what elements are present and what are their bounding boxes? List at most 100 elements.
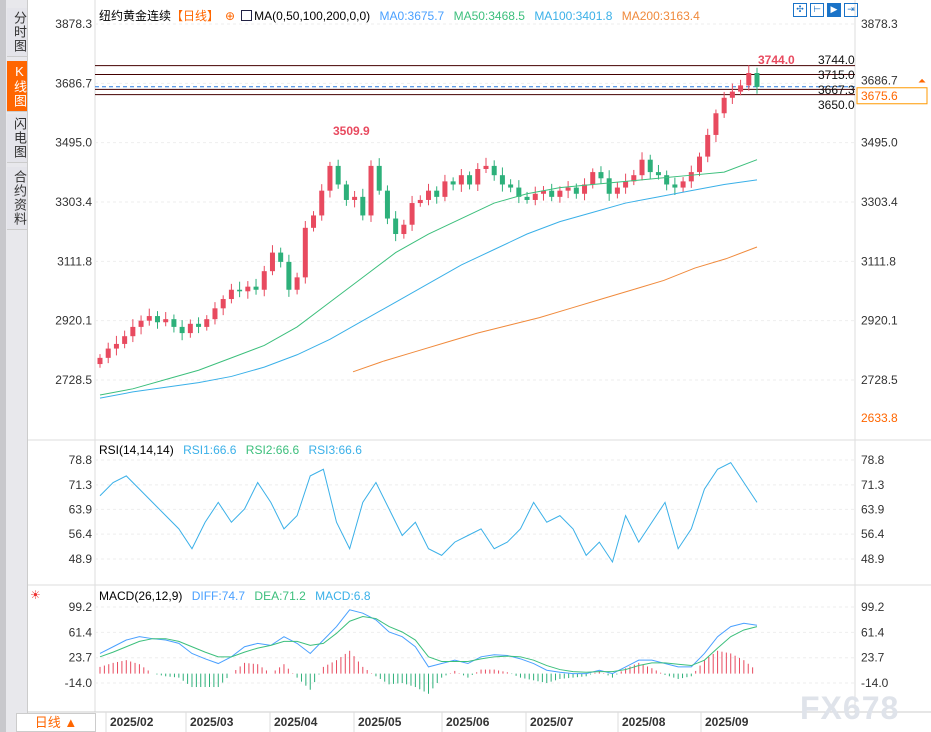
price-tick: 3686.7 xyxy=(55,76,92,90)
rsi-legend: RSI(14,14,14) RSI1:66.6 RSI2:66.6 RSI3:6… xyxy=(99,443,368,457)
macd-value: MACD:6.8 xyxy=(315,589,371,603)
macd-tick: 23.7 xyxy=(69,651,93,665)
price-tick-right: 2728.5 xyxy=(861,373,898,387)
ma200-value: MA200:3163.4 xyxy=(621,9,700,23)
range-icon[interactable]: ⊢ xyxy=(810,3,824,17)
time-label: 2025/05 xyxy=(358,715,402,729)
crosshair-icon[interactable]: ✣ xyxy=(793,3,807,17)
level-label: 3667.3 xyxy=(818,83,855,97)
tab-1[interactable]: K线图 xyxy=(7,61,27,112)
price-tick-right: 2920.1 xyxy=(861,314,898,328)
candle xyxy=(713,113,719,135)
tab-3[interactable]: 合约资料 xyxy=(7,167,27,230)
level-label: 3744.0 xyxy=(818,53,855,67)
candle xyxy=(401,224,407,235)
candle xyxy=(327,165,333,191)
candle xyxy=(549,190,555,197)
candle xyxy=(705,134,711,157)
tab-0[interactable]: 分时图 xyxy=(7,8,27,57)
candle xyxy=(697,156,703,173)
candle xyxy=(269,252,275,272)
diff-line xyxy=(99,609,758,675)
macd-tick: 61.4 xyxy=(69,625,93,639)
price-tick-right: 3686.7 xyxy=(861,73,898,87)
time-label: 2025/07 xyxy=(530,715,574,729)
price-tick: 3111.8 xyxy=(57,254,92,268)
candle xyxy=(393,218,399,235)
time-label: 2025/03 xyxy=(190,715,234,729)
diff-value: DIFF:74.7 xyxy=(191,589,246,603)
time-label: 2025/04 xyxy=(274,715,318,729)
price-min-right: 2633.8 xyxy=(861,411,898,425)
price-tick: 2728.5 xyxy=(55,373,92,387)
candle xyxy=(237,289,243,292)
candle xyxy=(565,187,571,191)
price-tick: 3303.4 xyxy=(55,195,92,209)
candle xyxy=(746,73,752,86)
level-label: 3650.0 xyxy=(818,98,855,112)
rsi-tick: 78.8 xyxy=(69,453,93,467)
rsi-tick: 63.9 xyxy=(69,502,93,516)
period-selector[interactable]: 日线 ▲ xyxy=(16,713,96,732)
rsi3-value: RSI3:66.6 xyxy=(308,443,362,457)
candle xyxy=(261,271,267,290)
ma200-line xyxy=(352,246,758,373)
candle xyxy=(294,277,300,290)
candle xyxy=(122,336,128,344)
main-legend: 纽约黄金连续【日线】 ⊕ MA(0,50,100,200,0,0) MA0:3675… xyxy=(99,7,706,24)
candle xyxy=(516,187,522,197)
exit-right-icon[interactable]: ⇥ xyxy=(844,3,858,17)
candle xyxy=(434,190,440,197)
candle xyxy=(130,326,136,337)
candle xyxy=(204,319,210,327)
macd-tick-right: 99.2 xyxy=(861,600,885,614)
rsi-line xyxy=(99,462,758,564)
price-tick: 3495.0 xyxy=(55,136,92,150)
candle xyxy=(97,357,103,365)
instrument-title: 纽约黄金连续 xyxy=(99,9,172,23)
candle xyxy=(623,181,629,188)
candle xyxy=(146,316,152,321)
candle xyxy=(352,196,358,200)
up-arrow-icon: ⏶ xyxy=(918,76,926,87)
candle xyxy=(245,286,251,292)
macd-tick-right: -14.0 xyxy=(861,676,889,690)
candle xyxy=(598,172,604,179)
candle xyxy=(311,215,317,228)
current-price-box xyxy=(856,87,928,105)
period-tag[interactable]: 【日线】 xyxy=(171,9,220,23)
candle xyxy=(664,175,670,185)
candle xyxy=(196,323,202,327)
indicator-settings-icon[interactable]: ☀ xyxy=(30,588,41,602)
price-tick-right: 3303.4 xyxy=(861,195,898,209)
candle xyxy=(302,227,308,278)
candle xyxy=(680,181,686,188)
candle xyxy=(426,190,431,200)
dea-line xyxy=(99,616,758,673)
candle xyxy=(475,168,481,185)
candle xyxy=(573,187,579,194)
price-tick-right: 3878.3 xyxy=(861,17,898,31)
high-label-2: 3744.0 xyxy=(758,53,795,67)
rsi2-value: RSI2:66.6 xyxy=(245,443,300,457)
candle xyxy=(590,172,596,185)
play-forward-icon[interactable]: ▶ xyxy=(827,3,841,17)
settings-icon[interactable]: ⊕ xyxy=(225,9,236,23)
price-tick-right: 3495.0 xyxy=(861,136,898,150)
chart-icon xyxy=(241,10,253,21)
candle xyxy=(582,184,588,194)
ma50-value: MA50:3468.5 xyxy=(453,9,525,23)
candle xyxy=(163,319,169,323)
tab-2[interactable]: 闪电图 xyxy=(7,114,27,163)
candle xyxy=(179,326,185,334)
scrollbar[interactable] xyxy=(0,0,6,732)
candle xyxy=(738,85,744,92)
rsi-tick-right: 71.3 xyxy=(861,478,885,492)
candle xyxy=(319,190,325,216)
candle xyxy=(729,91,735,98)
level-label: 3715.0 xyxy=(818,68,855,82)
ma-label: MA(0,50,100,200,0,0) xyxy=(254,9,371,23)
candle xyxy=(508,184,514,188)
candle xyxy=(614,187,620,194)
